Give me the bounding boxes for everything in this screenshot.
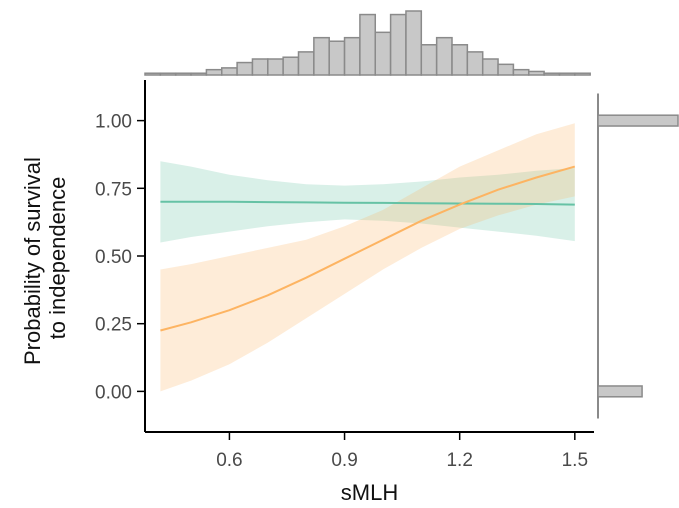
- x-histogram-bar: [420, 44, 438, 76]
- y-tick-label: 1.00: [95, 112, 132, 133]
- series-line-2: [160, 165, 576, 332]
- x-histogram-bar: [512, 68, 530, 76]
- x-histogram-bar: [343, 36, 361, 76]
- x-histogram-bar: [481, 58, 499, 76]
- y-axis-title: Probability of survival to independence: [20, 151, 70, 365]
- x-histogram-bar: [405, 10, 423, 76]
- x-histogram-bar: [267, 58, 284, 76]
- x-tick-label: 1.2: [446, 450, 472, 471]
- x-histogram-bar: [374, 31, 392, 76]
- x-histogram-bar: [466, 51, 484, 76]
- x-histogram-bar: [205, 68, 223, 76]
- x-histogram-bar: [159, 72, 177, 76]
- y-tick-label: 0.00: [95, 382, 132, 403]
- x-histogram-bar: [190, 72, 208, 76]
- x-histogram-bar: [435, 36, 453, 76]
- y-tick-label: 0.75: [95, 179, 132, 200]
- y-tick-label: 0.25: [95, 315, 132, 336]
- y-axis-title-line-2: to independence: [45, 177, 70, 340]
- x-histogram-bar: [497, 63, 515, 76]
- marginal-y-histogram: [597, 93, 679, 419]
- x-histogram-bar: [282, 56, 300, 76]
- series-line-1: [160, 200, 575, 206]
- x-tick-label: 0.6: [216, 450, 242, 471]
- x-tick-label: 1.5: [562, 450, 588, 471]
- x-histogram-bar: [328, 40, 346, 76]
- x-histogram-bar: [221, 67, 238, 76]
- x-histogram-bar: [451, 44, 469, 76]
- x-tick-label: 0.9: [331, 450, 357, 471]
- x-axis-title: sMLH: [341, 480, 398, 505]
- x-histogram-bar: [174, 72, 192, 76]
- x-histogram-bar: [297, 51, 315, 76]
- marginal-x-histogram: [144, 10, 591, 76]
- x-histogram-bar: [543, 72, 561, 76]
- x-histogram-bar: [389, 13, 407, 76]
- x-histogram-bar: [236, 61, 254, 76]
- confidence-band-2: [160, 123, 575, 392]
- x-histogram-bar: [574, 72, 591, 76]
- x-histogram-bar: [558, 72, 576, 76]
- y-axis-title-line-1: Probability of survival: [20, 157, 45, 365]
- x-histogram-bar: [359, 13, 377, 76]
- x-histogram-bar: [251, 58, 269, 76]
- series-lines: [160, 165, 576, 332]
- y-histogram-bar: [597, 385, 643, 398]
- axes: 0.00 0.25 0.50 0.75 1.00 0.6 0.9 1.2 1.5: [95, 80, 594, 471]
- y-tick-label: 0.50: [95, 247, 132, 268]
- y-histogram-bar: [597, 114, 679, 127]
- x-histogram-bar: [313, 36, 330, 76]
- confidence-bands: [160, 123, 575, 392]
- x-histogram-bar: [528, 70, 545, 76]
- x-histogram-bar: [144, 72, 162, 76]
